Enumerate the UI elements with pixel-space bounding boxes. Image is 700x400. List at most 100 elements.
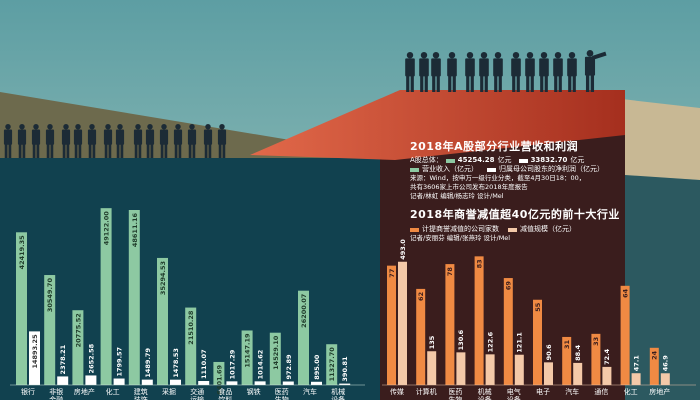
- legend-amount-swatch: [508, 227, 517, 232]
- count-bar: [562, 336, 572, 385]
- chart1-title: 2018年A股部分行业营收和利润: [410, 140, 579, 153]
- amount-value-label: 493.0: [399, 239, 407, 260]
- person-icon: [87, 124, 97, 158]
- amount-bar: [485, 354, 495, 385]
- category-label: 交通: [190, 387, 204, 396]
- category-label: 设备: [507, 395, 521, 400]
- revenue-bar: [100, 208, 112, 385]
- category-label: 化工: [106, 387, 120, 396]
- legend-count-swatch: [410, 227, 419, 232]
- profit-value-label: 972.89: [285, 354, 293, 380]
- profit-bar: [170, 379, 181, 385]
- category-label: 生物: [275, 395, 289, 400]
- person-icon: [405, 52, 415, 92]
- category-label: 钢铁: [247, 387, 261, 396]
- revenue-value-label: 30549.70: [46, 278, 54, 313]
- category-label: 电气: [507, 387, 521, 396]
- chart1-info: 2018年A股部分行业营收和利润 A股总体： 45254.28 亿元 33832.…: [410, 138, 604, 201]
- count-value-label: 69: [505, 281, 513, 291]
- amount-bar: [660, 373, 670, 385]
- revenue-bar: [44, 275, 56, 385]
- profit-bar: [57, 376, 69, 385]
- category-label: 银行: [21, 387, 35, 396]
- person-icon: [45, 124, 55, 158]
- amount-value-label: 90.6: [545, 344, 553, 361]
- profit-value-label: 895.00: [313, 354, 321, 380]
- category-label: 饮料: [218, 395, 232, 400]
- profit-value-label: 2652.58: [87, 343, 95, 373]
- category-label: 金融: [49, 395, 63, 400]
- revenue-bar: [326, 344, 338, 385]
- profit-bar: [254, 381, 266, 385]
- category-label: 医药: [448, 387, 462, 396]
- category-label: 医药: [275, 387, 289, 396]
- category-label: 食品: [218, 387, 232, 396]
- category-label: 设备: [478, 395, 492, 400]
- revenue-value-label: 49122.00: [103, 211, 111, 246]
- revenue-value-label: 20775.52: [74, 313, 82, 347]
- person-icon: [103, 124, 113, 158]
- count-bar: [533, 299, 542, 385]
- profit-bar: [29, 331, 40, 385]
- profit-value-label: 1017.29: [228, 349, 236, 379]
- left-panel: [0, 158, 390, 400]
- amount-bar: [573, 362, 583, 385]
- revenue-bar: [298, 290, 309, 385]
- profit-bar: [311, 381, 322, 385]
- profit-swatch: [518, 158, 528, 163]
- amount-bar: [514, 354, 524, 385]
- profit-bar: [339, 383, 351, 385]
- chart2-credits: 记者/安丽芬 编辑/张燕玲 设计/Mel: [410, 234, 511, 242]
- category-label: 电子: [536, 387, 550, 396]
- revenue-bar: [185, 307, 197, 385]
- category-label: 非银: [49, 387, 63, 396]
- person-icon: [145, 124, 155, 158]
- chart2-info: 2018年商誉减值超40亿元的前十大行业 计提商誉减值的公司家数 减值规模（亿元…: [410, 206, 620, 243]
- person-icon: [493, 52, 503, 92]
- category-label: 机械: [478, 387, 492, 396]
- profit-bar: [85, 375, 97, 385]
- legend-profit: 归属母公司股东的净利润（亿元）: [499, 165, 604, 173]
- category-label: 传媒: [390, 387, 404, 396]
- person-icon: [187, 124, 197, 158]
- amount-value-label: 88.4: [574, 344, 582, 361]
- category-label: 房地产: [74, 387, 95, 396]
- count-bar: [474, 256, 484, 385]
- amount-bar: [544, 362, 553, 385]
- amount-value-label: 130.6: [457, 329, 465, 350]
- profit-value-label: 1489.79: [144, 348, 152, 378]
- count-value-label: 83: [475, 259, 483, 268]
- person-icon: [73, 124, 83, 158]
- profit-value-label: 1014.62: [257, 350, 265, 380]
- revenue-value-label: 42419.35: [18, 235, 26, 270]
- amount-value-label: 47.1: [632, 355, 640, 372]
- person-icon: [173, 124, 183, 158]
- count-bar: [387, 265, 396, 385]
- person-icon: [511, 52, 521, 92]
- category-label: 机械: [331, 387, 345, 396]
- amount-bar: [631, 373, 641, 385]
- total-profit: 33832.70: [530, 156, 568, 164]
- category-label: 化工: [624, 387, 638, 396]
- profit-bar: [141, 379, 153, 385]
- total-profit-unit: 亿元: [570, 156, 585, 164]
- total-revenue: 45254.28: [457, 156, 495, 164]
- red-beam: [250, 90, 625, 160]
- amount-bar: [456, 352, 466, 385]
- chart1-credits: 记者/林虹 编辑/杨志玲 设计/Mel: [410, 192, 504, 200]
- chart1-legend: 营业收入（亿元） 归属母公司股东的净利润（亿元）: [410, 165, 604, 174]
- count-value-label: 62: [417, 292, 425, 301]
- person-icon: [479, 52, 489, 92]
- legend-revenue: 营业收入（亿元）: [422, 165, 478, 173]
- count-value-label: 24: [651, 350, 659, 360]
- count-value-label: 55: [534, 302, 542, 312]
- person-icon: [525, 52, 535, 92]
- revenue-value-label: 21510.28: [187, 310, 195, 345]
- amount-value-label: 72.4: [603, 348, 611, 365]
- category-label: 设备: [331, 395, 345, 400]
- chart1-source: 来源：Wind，按申万一级行业分类，截至4月30日18：00，: [410, 174, 586, 182]
- category-label: 房地产: [649, 387, 670, 396]
